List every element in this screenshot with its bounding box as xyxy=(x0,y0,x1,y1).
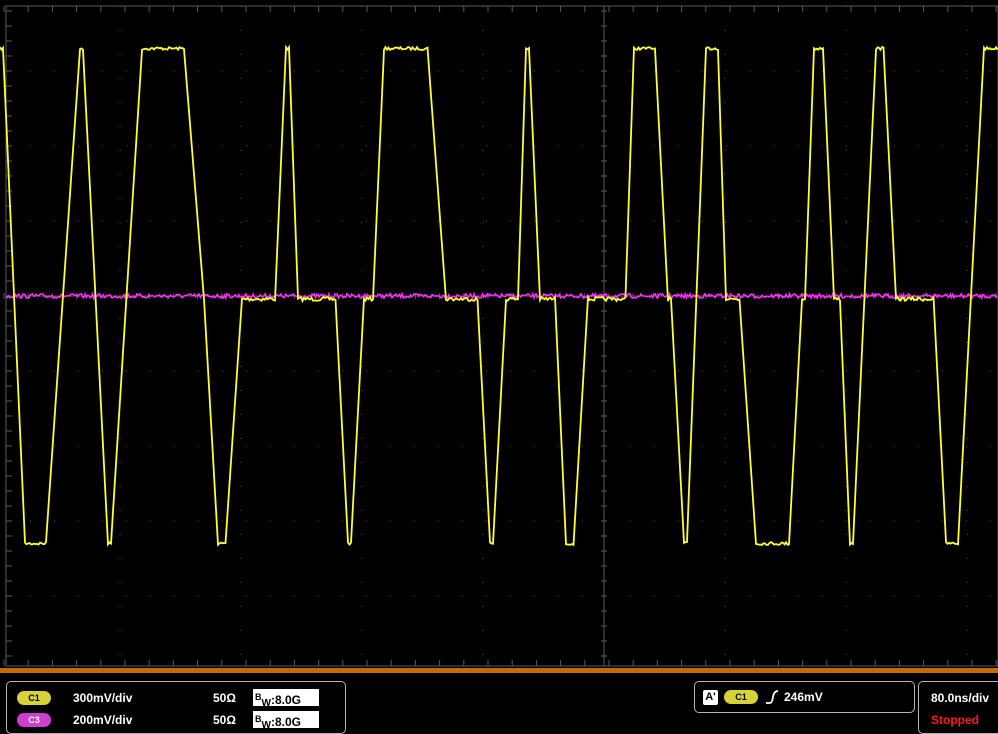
ch3-scale: 200mV/div xyxy=(73,713,133,727)
channel-row-c3[interactable]: C3 200mV/div 50Ω BW:8.0G xyxy=(17,710,337,731)
waveform-plot xyxy=(0,5,998,667)
ch1-scale: 300mV/div xyxy=(73,691,133,705)
ch3-bandwidth: BW:8.0G xyxy=(253,711,319,731)
timebase-row: 80.0ns/div xyxy=(931,688,989,708)
trigger-source-badge[interactable]: C1 xyxy=(724,690,758,704)
ch3-bandwidth-value: 8.0G xyxy=(274,715,301,729)
graticule xyxy=(3,5,998,667)
trace-ch3 xyxy=(5,291,998,301)
rising-edge-icon xyxy=(766,690,779,704)
timebase-scale: 80.0ns/div xyxy=(931,691,990,705)
channel-row-c1[interactable]: C1 300mV/div 50Ω BW:8.0G xyxy=(17,688,337,709)
ch1-badge[interactable]: C1 xyxy=(17,691,51,705)
trigger-level: 246mV xyxy=(784,690,823,704)
channel-panel[interactable]: C1 300mV/div 50Ω BW:8.0G C3 200mV/div 50… xyxy=(6,681,346,734)
graticule-frame xyxy=(5,5,998,667)
trigger-row: A' C1 246mV xyxy=(703,687,823,707)
waveform-display[interactable] xyxy=(0,0,998,670)
trigger-mode-icon: A' xyxy=(703,689,718,705)
status-bar: C1 300mV/div 50Ω BW:8.0G C3 200mV/div 50… xyxy=(0,674,998,734)
ch3-badge[interactable]: C3 xyxy=(17,713,51,727)
acquisition-row: Stopped xyxy=(931,710,979,730)
trace-ch1 xyxy=(0,44,998,547)
ch1-bandwidth: BW:8.0G xyxy=(253,689,319,709)
trigger-panel[interactable]: A' C1 246mV xyxy=(694,681,915,713)
ch3-impedance: 50Ω xyxy=(213,713,236,727)
acquisition-state: Stopped xyxy=(931,713,979,727)
ch1-bandwidth-value: 8.0G xyxy=(274,693,301,707)
timebase-panel[interactable]: 80.0ns/div Stopped xyxy=(918,681,998,734)
timebase-bar xyxy=(0,668,998,673)
ch1-impedance: 50Ω xyxy=(213,691,236,705)
